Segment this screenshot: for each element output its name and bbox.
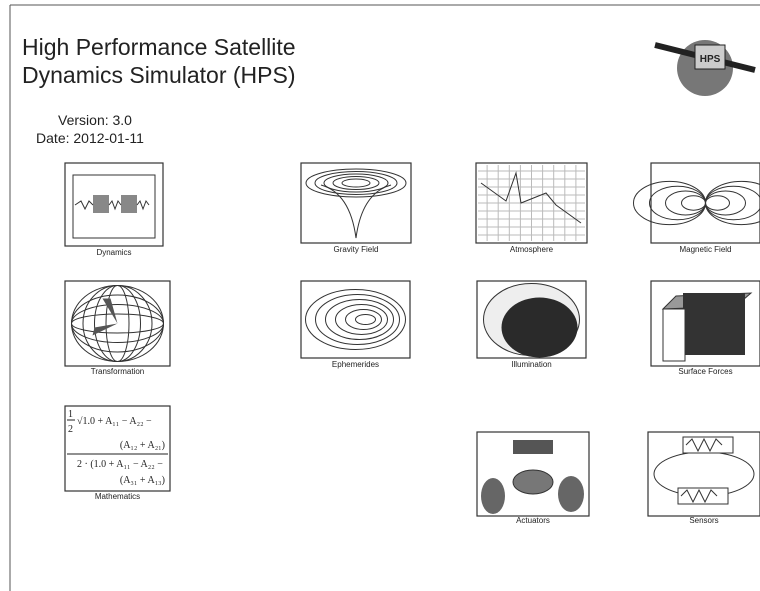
library-block[interactable]: Illumination xyxy=(477,281,586,369)
block-label: Actuators xyxy=(516,516,550,525)
block-label: Gravity Field xyxy=(334,245,379,254)
block-label: Dynamics xyxy=(96,248,131,257)
library-block[interactable]: Sensors xyxy=(648,432,760,525)
block-frame xyxy=(301,163,411,243)
math-denominator: 2 xyxy=(68,424,73,435)
math-line: (A₁₂ + A₂₁) xyxy=(120,440,165,451)
icon-wheel xyxy=(558,476,584,512)
icon-mass xyxy=(93,195,109,213)
library-window: High Performance Satellite Dynamics Simu… xyxy=(0,0,760,591)
block-label: Atmosphere xyxy=(510,245,554,254)
icon-wheel xyxy=(513,470,553,494)
block-label: Magnetic Field xyxy=(679,245,731,254)
icon-sensor xyxy=(683,437,733,453)
library-block[interactable]: Ephemerides xyxy=(301,281,410,369)
block-label: Ephemerides xyxy=(332,360,379,369)
title-line: Dynamics Simulator (HPS) xyxy=(22,62,296,88)
icon-sensor xyxy=(678,488,728,504)
library-block[interactable]: Actuators xyxy=(477,432,589,525)
math-numerator: 1 xyxy=(68,409,73,420)
logo: HPS xyxy=(655,40,755,96)
library-block[interactable]: Transformation xyxy=(65,281,170,376)
title-line: High Performance Satellite xyxy=(22,34,296,60)
logo-text: HPS xyxy=(700,54,721,65)
math-line: √1.0 + A₁₁ − A₂₂ − xyxy=(77,416,152,427)
icon-panel xyxy=(663,309,685,361)
block-label: Illumination xyxy=(511,360,551,369)
icon-wheel xyxy=(513,440,553,454)
library-block[interactable]: Surface Forces xyxy=(651,281,760,376)
math-line: 2 · (1.0 + A₁₁ − A₂₂ − xyxy=(77,459,163,470)
page: High Performance Satellite Dynamics Simu… xyxy=(0,0,760,591)
block-label: Surface Forces xyxy=(678,367,732,376)
library-block[interactable]: Magnetic Field xyxy=(634,163,760,254)
block-label: Transformation xyxy=(91,367,145,376)
library-block[interactable]: 1 2 √1.0 + A₁₁ − A₂₂ − (A₁₂ + A₂₁) 2 · (1.0 … xyxy=(65,406,170,501)
library-block[interactable]: Dynamics xyxy=(65,163,163,257)
math-line: (A₃₁ + A₁₃) xyxy=(120,475,165,486)
icon-panel xyxy=(683,293,745,355)
block-label: Sensors xyxy=(689,516,718,525)
icon-wheel xyxy=(481,478,505,514)
date: Date: 2012-01-11 xyxy=(36,130,144,146)
icon-mass xyxy=(121,195,137,213)
library-block[interactable]: Gravity Field xyxy=(301,163,411,254)
block-label: Mathematics xyxy=(95,492,140,501)
version: Version: 3.0 xyxy=(58,112,132,128)
icon-shadow xyxy=(502,298,578,358)
library-block[interactable]: Atmosphere xyxy=(476,163,587,254)
